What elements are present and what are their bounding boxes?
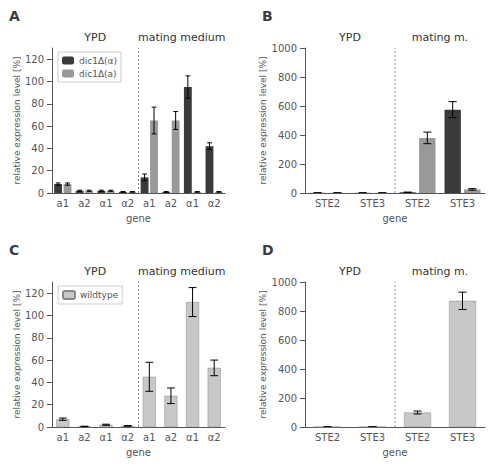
svg-text:gene: gene: [383, 447, 408, 458]
svg-text:600: 600: [278, 335, 297, 346]
svg-text:mating medium: mating medium: [138, 265, 225, 278]
svg-text:a2: a2: [78, 198, 91, 209]
svg-text:200: 200: [278, 159, 297, 170]
svg-text:dic1Δ(a): dic1Δ(a): [79, 69, 117, 79]
svg-text:STE2: STE2: [315, 198, 340, 209]
svg-text:STE2: STE2: [315, 432, 340, 443]
svg-text:STE3: STE3: [450, 198, 475, 209]
svg-text:B: B: [262, 8, 273, 24]
svg-text:α1: α1: [186, 432, 199, 443]
svg-text:100: 100: [25, 76, 44, 87]
svg-text:D: D: [262, 242, 274, 258]
svg-text:relative expression level [%]: relative expression level [%]: [12, 290, 22, 418]
svg-text:mating m.: mating m.: [412, 31, 469, 44]
svg-text:gene: gene: [126, 213, 151, 224]
svg-text:a2: a2: [165, 432, 178, 443]
svg-text:YPD: YPD: [338, 265, 361, 278]
svg-text:dic1Δ(α): dic1Δ(α): [79, 56, 117, 66]
svg-text:mating m.: mating m.: [412, 265, 469, 278]
svg-text:40: 40: [31, 143, 44, 154]
svg-text:20: 20: [31, 399, 44, 410]
svg-text:a1: a1: [57, 432, 70, 443]
svg-text:A: A: [9, 8, 20, 24]
svg-text:600: 600: [278, 101, 297, 112]
svg-text:120: 120: [25, 288, 44, 299]
svg-text:100: 100: [25, 310, 44, 321]
svg-text:60: 60: [31, 121, 44, 132]
svg-text:wildtype: wildtype: [80, 290, 119, 300]
svg-text:a2: a2: [78, 432, 91, 443]
svg-text:STE3: STE3: [360, 198, 385, 209]
svg-text:a1: a1: [143, 198, 156, 209]
svg-text:gene: gene: [383, 213, 408, 224]
svg-text:400: 400: [278, 130, 297, 141]
svg-text:relative expression level [%]: relative expression level [%]: [12, 56, 22, 184]
svg-text:120: 120: [25, 54, 44, 65]
svg-text:80: 80: [31, 98, 44, 109]
svg-text:0: 0: [291, 422, 297, 433]
svg-text:400: 400: [278, 364, 297, 375]
svg-text:200: 200: [278, 393, 297, 404]
svg-text:60: 60: [31, 355, 44, 366]
svg-text:mating medium: mating medium: [138, 31, 225, 44]
svg-text:α2: α2: [121, 432, 134, 443]
svg-text:800: 800: [278, 306, 297, 317]
svg-text:1000: 1000: [272, 277, 297, 288]
svg-text:YPD: YPD: [83, 31, 106, 44]
svg-text:80: 80: [31, 332, 44, 343]
svg-text:a1: a1: [57, 198, 70, 209]
svg-text:1000: 1000: [272, 43, 297, 54]
svg-text:YPD: YPD: [338, 31, 361, 44]
svg-text:C: C: [9, 242, 19, 258]
svg-text:0: 0: [38, 188, 44, 199]
svg-text:α1: α1: [100, 198, 113, 209]
svg-text:0: 0: [38, 422, 44, 433]
svg-text:STE2: STE2: [405, 432, 430, 443]
svg-text:α1: α1: [186, 198, 199, 209]
svg-text:relative expression level [%]: relative expression level [%]: [258, 290, 268, 418]
svg-text:a1: a1: [143, 432, 156, 443]
svg-text:YPD: YPD: [83, 265, 106, 278]
svg-text:20: 20: [31, 165, 44, 176]
svg-text:800: 800: [278, 72, 297, 83]
svg-text:α2: α2: [208, 198, 221, 209]
svg-text:relative expression level [%]: relative expression level [%]: [258, 56, 268, 184]
svg-text:α2: α2: [208, 432, 221, 443]
svg-text:0: 0: [291, 188, 297, 199]
svg-text:a2: a2: [165, 198, 178, 209]
svg-text:STE2: STE2: [405, 198, 430, 209]
svg-text:STE3: STE3: [450, 432, 475, 443]
svg-text:40: 40: [31, 377, 44, 388]
svg-text:gene: gene: [126, 447, 151, 458]
svg-text:α1: α1: [100, 432, 113, 443]
svg-text:α2: α2: [121, 198, 134, 209]
svg-text:STE3: STE3: [360, 432, 385, 443]
